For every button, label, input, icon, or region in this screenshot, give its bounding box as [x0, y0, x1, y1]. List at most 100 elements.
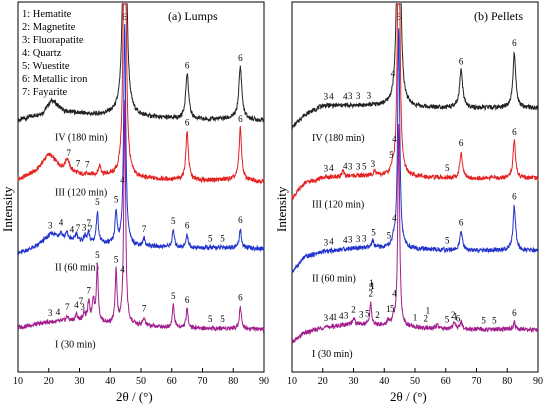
panel-a-legend: 1: Hematite 2: Magnetite 3: Fluorapatite…: [22, 9, 88, 98]
series-name: III (120 min): [312, 199, 364, 210]
peak-label: 3: [324, 313, 329, 323]
x-tick-label: 90: [533, 376, 543, 387]
peak-label: 4: [343, 235, 348, 245]
peak-label: 1: [453, 312, 458, 322]
peak-label: 4: [329, 237, 334, 247]
peak-label: 5: [171, 216, 176, 226]
peak-label: 5: [371, 228, 376, 238]
peak-label: 5: [445, 236, 450, 246]
peak-label: 5: [445, 314, 450, 324]
peak-label: 4: [392, 134, 397, 144]
series-line: [17, 3, 265, 124]
peak-label: 7: [142, 224, 147, 234]
panel-a-x-axis-title: 2θ / (°): [116, 389, 153, 404]
peak-label: 7: [142, 304, 147, 314]
peak-label: 3: [367, 91, 372, 101]
panel-b-title: (b) Pellets: [474, 9, 523, 23]
peak-label: 5: [362, 161, 367, 171]
peak-label: 5: [390, 303, 395, 313]
x-tick-label: 10: [13, 376, 23, 387]
legend-item: 6: Metallic iron: [22, 74, 88, 85]
peak-label: 3: [82, 223, 87, 233]
series-name: III (120 min): [55, 187, 107, 198]
peak-label: 1: [386, 304, 391, 314]
x-tick-label: 10: [287, 376, 297, 387]
panel-a-title: (a) Lumps: [168, 9, 218, 23]
peak-label: 6: [238, 215, 243, 225]
peak-label: 4: [56, 307, 61, 317]
peak-label: 6: [512, 308, 517, 318]
series-line: [17, 100, 265, 334]
peak-label: 4: [343, 161, 348, 171]
peak-label: 7: [79, 296, 84, 306]
peak-label: 3: [371, 159, 376, 169]
peak-label: 1: [370, 281, 375, 291]
peak-label: 5: [481, 315, 486, 325]
peak-label: 4: [392, 289, 397, 299]
peak-label: 3: [348, 234, 353, 244]
peak-label: 3: [348, 162, 353, 172]
x-tick-label: 20: [318, 376, 328, 387]
peak-label: 7: [85, 160, 90, 170]
peak-label: 5: [365, 308, 370, 318]
peak-label: 4: [392, 213, 397, 223]
peak-label: 5: [220, 314, 225, 324]
panel-a: 10 20 30 40 50 60 70 80 90 IV (180 min) 6 6 6 III (12…: [13, 3, 269, 387]
peak-label: 5: [445, 163, 450, 173]
x-tick-label: 80: [502, 376, 512, 387]
peak-label: 4: [74, 300, 79, 310]
series-name: IV (180 min): [55, 133, 108, 144]
peak-label: 1: [426, 306, 431, 316]
peak-label: 3: [356, 162, 361, 172]
peak-label: 7: [88, 224, 93, 234]
peak-label: 6: [396, 12, 401, 22]
x-tick-label: 70: [198, 376, 208, 387]
peak-label: 3: [324, 237, 329, 247]
peak-label: 6: [238, 292, 243, 302]
x-tick-label: 80: [228, 376, 238, 387]
peak-label: 1: [369, 278, 374, 288]
x-tick-label: 20: [44, 376, 54, 387]
peak-label: 2: [368, 288, 373, 298]
peak-label: 6: [185, 118, 190, 128]
peak-label: 1: [413, 313, 418, 323]
legend-item: 5: Wuestite: [22, 61, 70, 72]
peak-label: 3: [348, 91, 353, 101]
peak-label: 6: [459, 218, 464, 228]
peak-label: 6: [459, 57, 464, 67]
peak-label: 5: [114, 255, 119, 265]
peak-label: 6: [185, 220, 190, 230]
x-tick-label: 60: [441, 376, 451, 387]
peak-label: 5: [208, 234, 213, 244]
panel-a-y-axis-title: Intensity: [0, 186, 15, 232]
legend-item: 1: Hematite: [22, 9, 72, 20]
peak-label: 4: [329, 91, 334, 101]
peak-label: 5: [171, 291, 176, 301]
peak-label: 4: [339, 311, 344, 321]
series-name: I (30 min): [312, 349, 353, 360]
peak-label: 6: [238, 53, 243, 63]
peak-label: 6: [459, 138, 464, 148]
peak-label: 5: [492, 315, 497, 325]
peak-label: 6: [185, 295, 190, 305]
legend-item: 3: Fluorapatite: [22, 35, 84, 46]
x-tick-label: 50: [136, 376, 146, 387]
peak-label: 4: [120, 265, 125, 275]
legend-item: 2: Magnetite: [22, 22, 76, 33]
peak-label: 4: [70, 224, 75, 234]
peak-label: 6: [512, 38, 517, 48]
peak-label: 7: [76, 223, 81, 233]
series-line: [17, 3, 265, 185]
peak-label: 4: [59, 218, 64, 228]
x-tick-label: 50: [410, 376, 420, 387]
peak-label: 3: [344, 311, 349, 321]
peak-label: 5: [220, 233, 225, 243]
peak-label: 7: [66, 148, 71, 158]
peak-label: 3: [359, 310, 364, 320]
x-tick-label: 30: [75, 376, 85, 387]
peak-label: 3: [356, 91, 361, 101]
peak-label: 6: [122, 12, 127, 22]
peak-label: 4: [120, 175, 125, 185]
